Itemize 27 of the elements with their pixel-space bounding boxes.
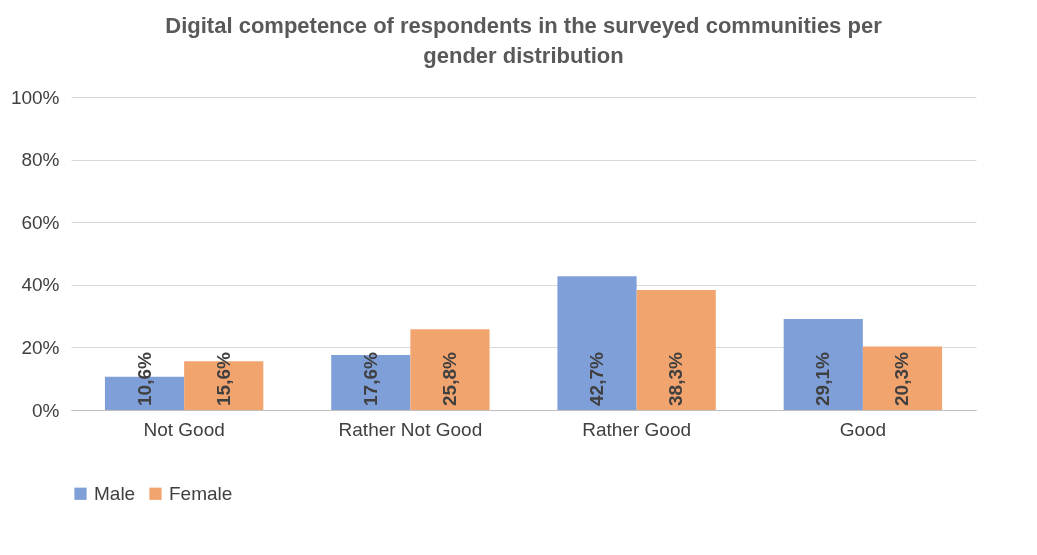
y-tick-label: 0% <box>32 399 60 421</box>
y-tick-label: 80% <box>21 149 60 171</box>
y-tick-label: 40% <box>21 274 60 296</box>
data-label: 38,3% <box>665 352 687 406</box>
bar <box>783 318 863 410</box>
bar <box>862 346 943 410</box>
x-tick-label: Rather Not Good <box>338 418 483 440</box>
chart-title: Digital competence of respondents in the surveyed communities per gender distribution <box>165 13 883 68</box>
legend-label: Female <box>169 482 233 504</box>
data-label: 15,6% <box>212 352 234 406</box>
data-label: 10,6% <box>133 352 155 406</box>
bar <box>557 276 637 410</box>
data-label: 20,3% <box>891 352 913 406</box>
bar <box>636 290 716 410</box>
y-tick-label: 20% <box>21 336 60 358</box>
legend-label: Male <box>94 482 136 504</box>
x-tick-label: Rather Good <box>582 418 692 440</box>
bar <box>410 329 490 410</box>
data-label: 29,1% <box>812 352 834 406</box>
bar <box>331 354 411 410</box>
x-tick-label: Good <box>839 418 887 440</box>
data-label: 17,6% <box>359 352 381 406</box>
x-tick-label: Not Good <box>143 418 225 440</box>
data-label: 25,8% <box>438 352 460 406</box>
y-tick-label: 60% <box>21 211 60 233</box>
data-label: 42,7% <box>586 352 608 406</box>
y-tick-label: 100% <box>10 86 60 108</box>
